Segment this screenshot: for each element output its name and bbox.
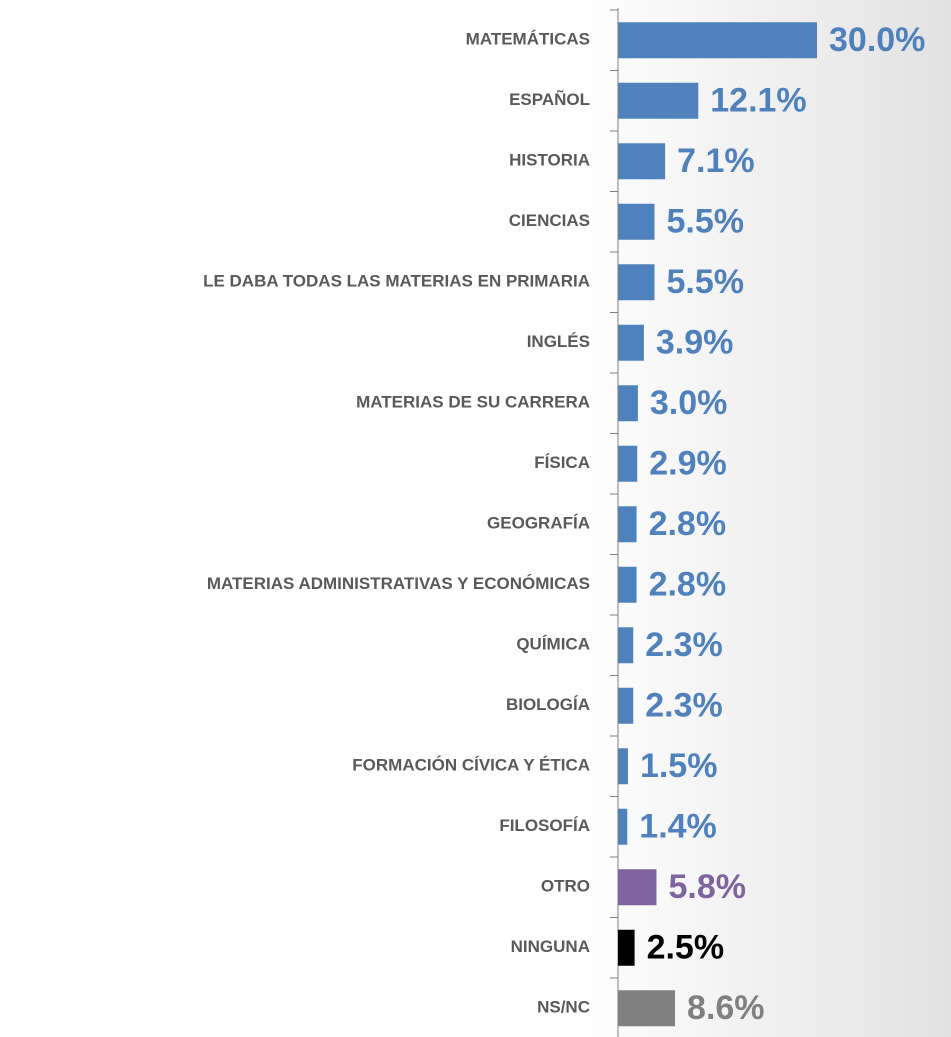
category-label: MATEMÁTICAS (466, 30, 590, 49)
value-label: 2.9% (649, 445, 727, 483)
category-label: FILOSOFÍA (499, 816, 590, 835)
value-label: 5.8% (668, 868, 746, 906)
value-label: 5.5% (666, 263, 744, 301)
value-label: 2.8% (649, 566, 727, 604)
value-label: 3.0% (650, 384, 728, 422)
category-label: INGLÉS (527, 332, 590, 351)
value-label: 12.1% (710, 82, 806, 120)
value-label: 2.5% (647, 929, 725, 967)
value-label: 30.0% (829, 21, 925, 59)
bar (618, 990, 676, 1027)
category-label: FÍSICA (534, 453, 590, 472)
value-label: 5.5% (666, 203, 744, 241)
value-label: 2.8% (649, 505, 727, 543)
category-label: BIOLOGÍA (506, 695, 590, 714)
category-label: ESPAÑOL (509, 89, 590, 109)
bar (618, 324, 644, 361)
bar (618, 748, 628, 785)
bar (618, 82, 699, 119)
bar (618, 506, 637, 543)
value-label: 8.6% (687, 989, 765, 1027)
value-label: 2.3% (645, 626, 723, 664)
bar (618, 929, 635, 966)
bar (618, 445, 638, 482)
value-label: 7.1% (677, 142, 755, 180)
value-label: 2.3% (645, 687, 723, 725)
category-label: QUÍMICA (516, 635, 590, 654)
category-label: MATERIAS ADMINISTRATIVAS Y ECONÓMICAS (207, 574, 590, 593)
category-label: NINGUNA (511, 937, 590, 956)
bar (618, 627, 634, 664)
category-label: HISTORIA (509, 151, 590, 170)
bar (618, 869, 657, 906)
bar (618, 22, 817, 59)
bar (618, 808, 628, 845)
category-label: OTRO (541, 877, 590, 896)
bar (618, 143, 666, 180)
category-label: GEOGRAFÍA (487, 514, 590, 533)
value-label: 3.9% (656, 324, 734, 362)
bar (618, 385, 638, 422)
bar (618, 264, 655, 301)
bar (618, 566, 637, 603)
category-label: MATERIAS DE SU CARRERA (356, 393, 590, 412)
category-label: FORMACIÓN CÍVICA Y ÉTICA (352, 756, 590, 775)
category-label: CIENCIAS (509, 211, 590, 230)
bar (618, 203, 655, 240)
bar (618, 687, 634, 724)
category-label: LE DABA TODAS LAS MATERIAS EN PRIMARIA (203, 272, 590, 291)
value-label: 1.5% (640, 747, 718, 785)
category-label: NS/NC (537, 998, 590, 1017)
value-label: 1.4% (639, 808, 717, 846)
